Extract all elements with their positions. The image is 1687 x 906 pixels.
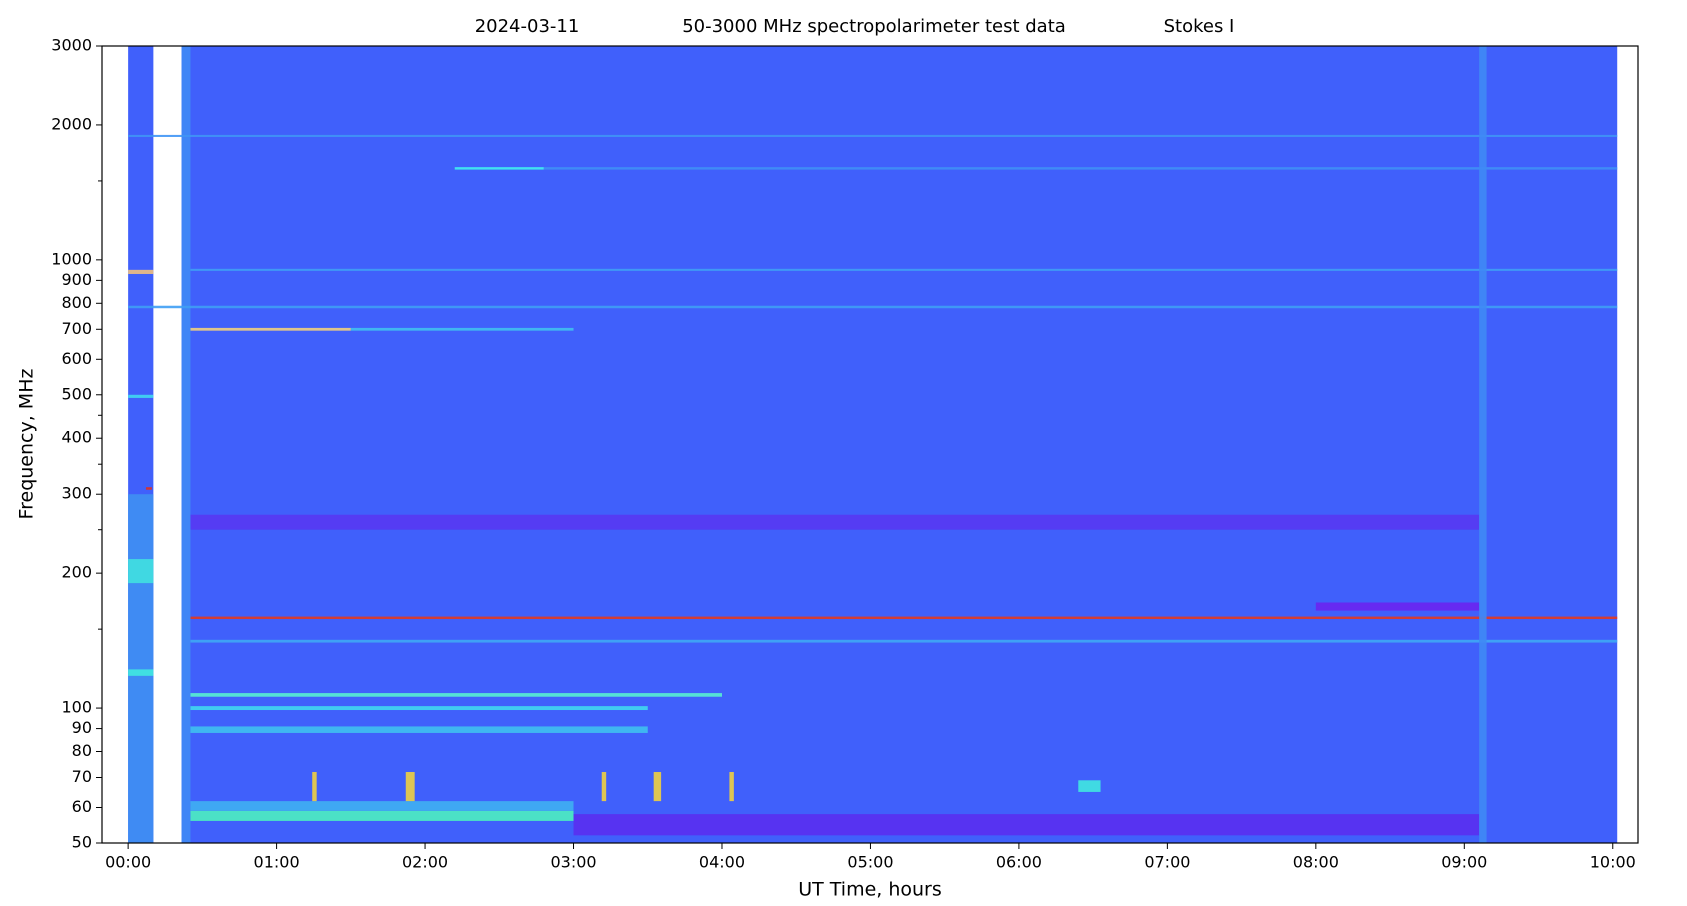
y-tick-label: 200: [61, 563, 92, 582]
spectral-band: [1479, 46, 1487, 843]
spectral-band: [128, 305, 1618, 309]
x-tick-label: 07:00: [1144, 853, 1190, 872]
spectral-band: [128, 494, 154, 843]
data-segment: [181, 46, 1618, 843]
spectral-band: [573, 814, 1480, 836]
spectral-band: [128, 269, 154, 274]
spectral-band: [190, 327, 351, 331]
y-tick-label: 3000: [51, 36, 92, 55]
spectral-band: [190, 726, 648, 733]
y-tick-label: 500: [61, 384, 92, 403]
spectral-band: [145, 487, 152, 490]
spectral-band: [190, 616, 1618, 620]
y-tick-label: 300: [61, 484, 92, 503]
x-tick-label: 06:00: [996, 853, 1042, 872]
y-tick-label: 100: [61, 698, 92, 717]
spectral-band: [729, 772, 734, 802]
spectral-band: [1078, 780, 1101, 792]
x-tick-label: 03:00: [550, 853, 596, 872]
x-tick-label: 08:00: [1293, 853, 1339, 872]
x-tick-label: 05:00: [847, 853, 893, 872]
y-tick-label: 700: [61, 319, 92, 338]
spectral-band: [190, 639, 1618, 643]
y-tick-label: 400: [61, 428, 92, 447]
spectral-band: [128, 669, 154, 676]
spectral-band: [405, 772, 415, 802]
plot-area: [128, 46, 1618, 843]
y-axis-label: Frequency, MHz: [16, 369, 38, 520]
chart-date: 2024-03-11: [475, 16, 580, 37]
y-tick-label: 50: [72, 833, 92, 852]
spectral-band: [128, 134, 1618, 137]
y-tick-label: 2000: [51, 114, 92, 133]
spectral-band: [190, 268, 1618, 271]
y-tick-label: 80: [72, 741, 92, 760]
spectral-band: [190, 706, 648, 711]
spectral-band: [128, 394, 154, 398]
spectral-band: [190, 801, 574, 811]
chart-subtitle: Stokes I: [1164, 16, 1235, 37]
spectral-band: [190, 810, 574, 821]
spectral-band: [350, 327, 574, 331]
x-tick-label: 02:00: [402, 853, 448, 872]
spectral-band: [601, 772, 607, 802]
chart-title: 50-3000 MHz spectropolarimeter test data: [682, 16, 1066, 37]
spectral-band: [454, 167, 544, 170]
x-tick-label: 09:00: [1441, 853, 1487, 872]
spectral-band: [181, 46, 191, 843]
y-tick-label: 60: [72, 797, 92, 816]
y-tick-label: 600: [61, 349, 92, 368]
spectral-band: [190, 514, 1480, 530]
spectral-band: [190, 693, 722, 697]
spectral-band: [1315, 602, 1480, 611]
spectral-band: [653, 772, 662, 802]
y-tick-label: 70: [72, 767, 92, 786]
y-tick-label: 800: [61, 293, 92, 312]
y-tick-label: 90: [72, 718, 92, 737]
y-tick-label: 900: [61, 270, 92, 289]
x-tick-label: 00:00: [105, 853, 151, 872]
x-tick-label: 01:00: [254, 853, 300, 872]
y-tick-label: 1000: [51, 249, 92, 268]
x-axis-label: UT Time, hours: [798, 879, 942, 901]
spectral-band: [543, 167, 1618, 170]
x-tick-label: 04:00: [699, 853, 745, 872]
spectral-band: [312, 772, 317, 802]
x-tick-label: 10:00: [1590, 853, 1636, 872]
spectral-band: [128, 559, 154, 584]
